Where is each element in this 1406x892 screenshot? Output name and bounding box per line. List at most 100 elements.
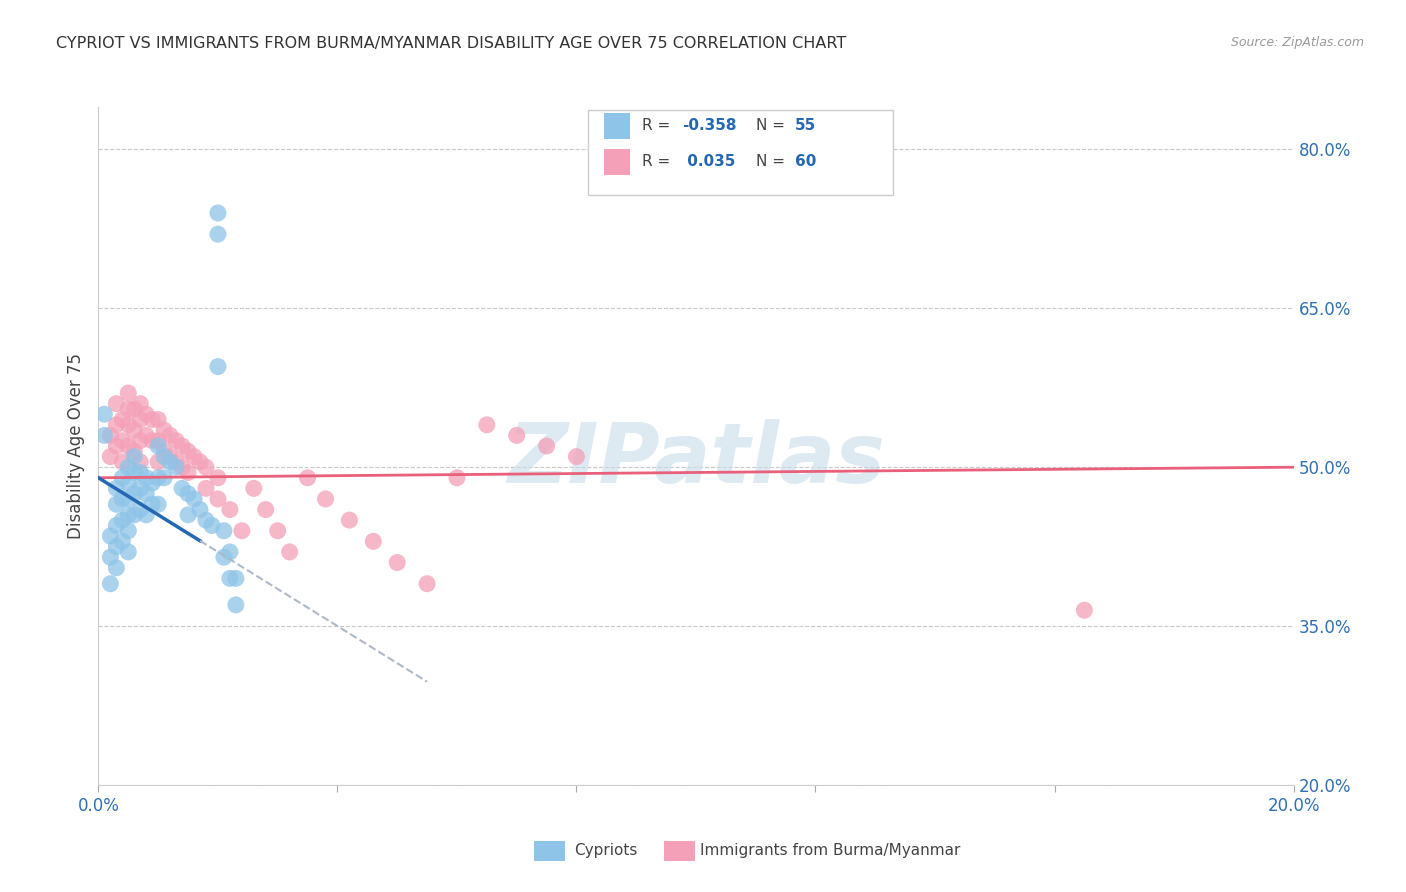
Point (93, 407, 115, 421)
Point (129, 434, 152, 448)
Point (117, 439, 139, 453)
Point (135, 486, 157, 500)
Point (188, 455, 211, 469)
Point (339, 513, 361, 527)
Point (111, 434, 134, 448)
Text: ZIPatlas: ZIPatlas (508, 419, 884, 500)
Point (475, 417, 498, 432)
Point (177, 486, 200, 500)
Text: Cypriots: Cypriots (574, 844, 637, 858)
Point (177, 508, 200, 522)
Point (98, 576, 122, 591)
Point (212, 550, 235, 565)
Point (183, 491, 205, 506)
Point (225, 571, 247, 585)
Point (195, 460, 218, 475)
Point (243, 481, 266, 495)
Point (207, 359, 229, 374)
Point (506, 428, 529, 442)
Point (195, 513, 218, 527)
FancyBboxPatch shape (589, 111, 893, 195)
Point (267, 524, 290, 538)
Point (254, 502, 277, 516)
Point (177, 466, 200, 480)
Point (159, 428, 181, 442)
Text: CYPRIOT VS IMMIGRANTS FROM BURMA/MYANMAR DISABILITY AGE OVER 75 CORRELATION CHAR: CYPRIOT VS IMMIGRANTS FROM BURMA/MYANMAR… (56, 36, 846, 51)
Point (177, 444, 200, 458)
Point (117, 401, 139, 416)
Point (219, 545, 242, 559)
Point (172, 460, 194, 475)
Point (159, 450, 181, 464)
Point (446, 471, 468, 485)
Text: R =: R = (643, 119, 675, 134)
Point (148, 439, 170, 453)
Point (135, 471, 157, 485)
Point (135, 407, 157, 421)
Point (165, 455, 187, 469)
Point (385, 556, 409, 570)
Point (105, 497, 128, 511)
Point (129, 466, 152, 480)
Point (165, 434, 187, 448)
Point (129, 412, 152, 426)
Point (124, 466, 146, 480)
Point (117, 476, 139, 491)
Point (231, 524, 253, 538)
Point (117, 524, 139, 538)
Point (124, 401, 146, 416)
Point (183, 450, 205, 464)
Point (98, 529, 122, 543)
Point (159, 455, 181, 469)
Point (117, 545, 139, 559)
Point (278, 545, 301, 559)
Point (111, 534, 134, 549)
Point (148, 412, 170, 426)
Point (207, 206, 229, 220)
Point (363, 534, 385, 549)
Point (153, 471, 176, 485)
Point (1073, 603, 1095, 617)
Point (135, 428, 157, 442)
Point (135, 508, 157, 522)
Point (153, 444, 176, 458)
Point (297, 471, 319, 485)
Point (565, 450, 588, 464)
Point (124, 444, 146, 458)
Point (536, 439, 558, 453)
Text: 0.035: 0.035 (682, 154, 735, 169)
Point (315, 491, 337, 506)
Bar (605, 113, 630, 139)
Point (148, 434, 170, 448)
Point (129, 455, 152, 469)
Y-axis label: Disability Age Over 75: Disability Age Over 75 (66, 353, 84, 539)
Point (141, 434, 163, 448)
Point (93, 428, 115, 442)
Text: -0.358: -0.358 (682, 119, 737, 134)
Point (153, 423, 176, 437)
Point (105, 561, 128, 575)
Point (111, 412, 134, 426)
Text: 55: 55 (796, 119, 817, 134)
Text: Immigrants from Burma/Myanmar: Immigrants from Burma/Myanmar (700, 844, 960, 858)
Point (141, 412, 163, 426)
Point (124, 423, 146, 437)
Point (105, 481, 128, 495)
Point (117, 386, 139, 401)
Point (219, 502, 242, 516)
Point (124, 508, 146, 522)
Point (105, 540, 128, 554)
Text: Source: ZipAtlas.com: Source: ZipAtlas.com (1230, 36, 1364, 49)
Point (117, 417, 139, 432)
Bar (605, 149, 630, 175)
Point (416, 576, 439, 591)
Text: R =: R = (643, 154, 675, 169)
Point (165, 460, 187, 475)
Point (207, 227, 229, 241)
Point (148, 455, 170, 469)
Point (105, 518, 128, 533)
Point (98, 550, 122, 565)
Point (201, 518, 224, 533)
Point (129, 502, 152, 516)
Text: N =: N = (756, 119, 790, 134)
